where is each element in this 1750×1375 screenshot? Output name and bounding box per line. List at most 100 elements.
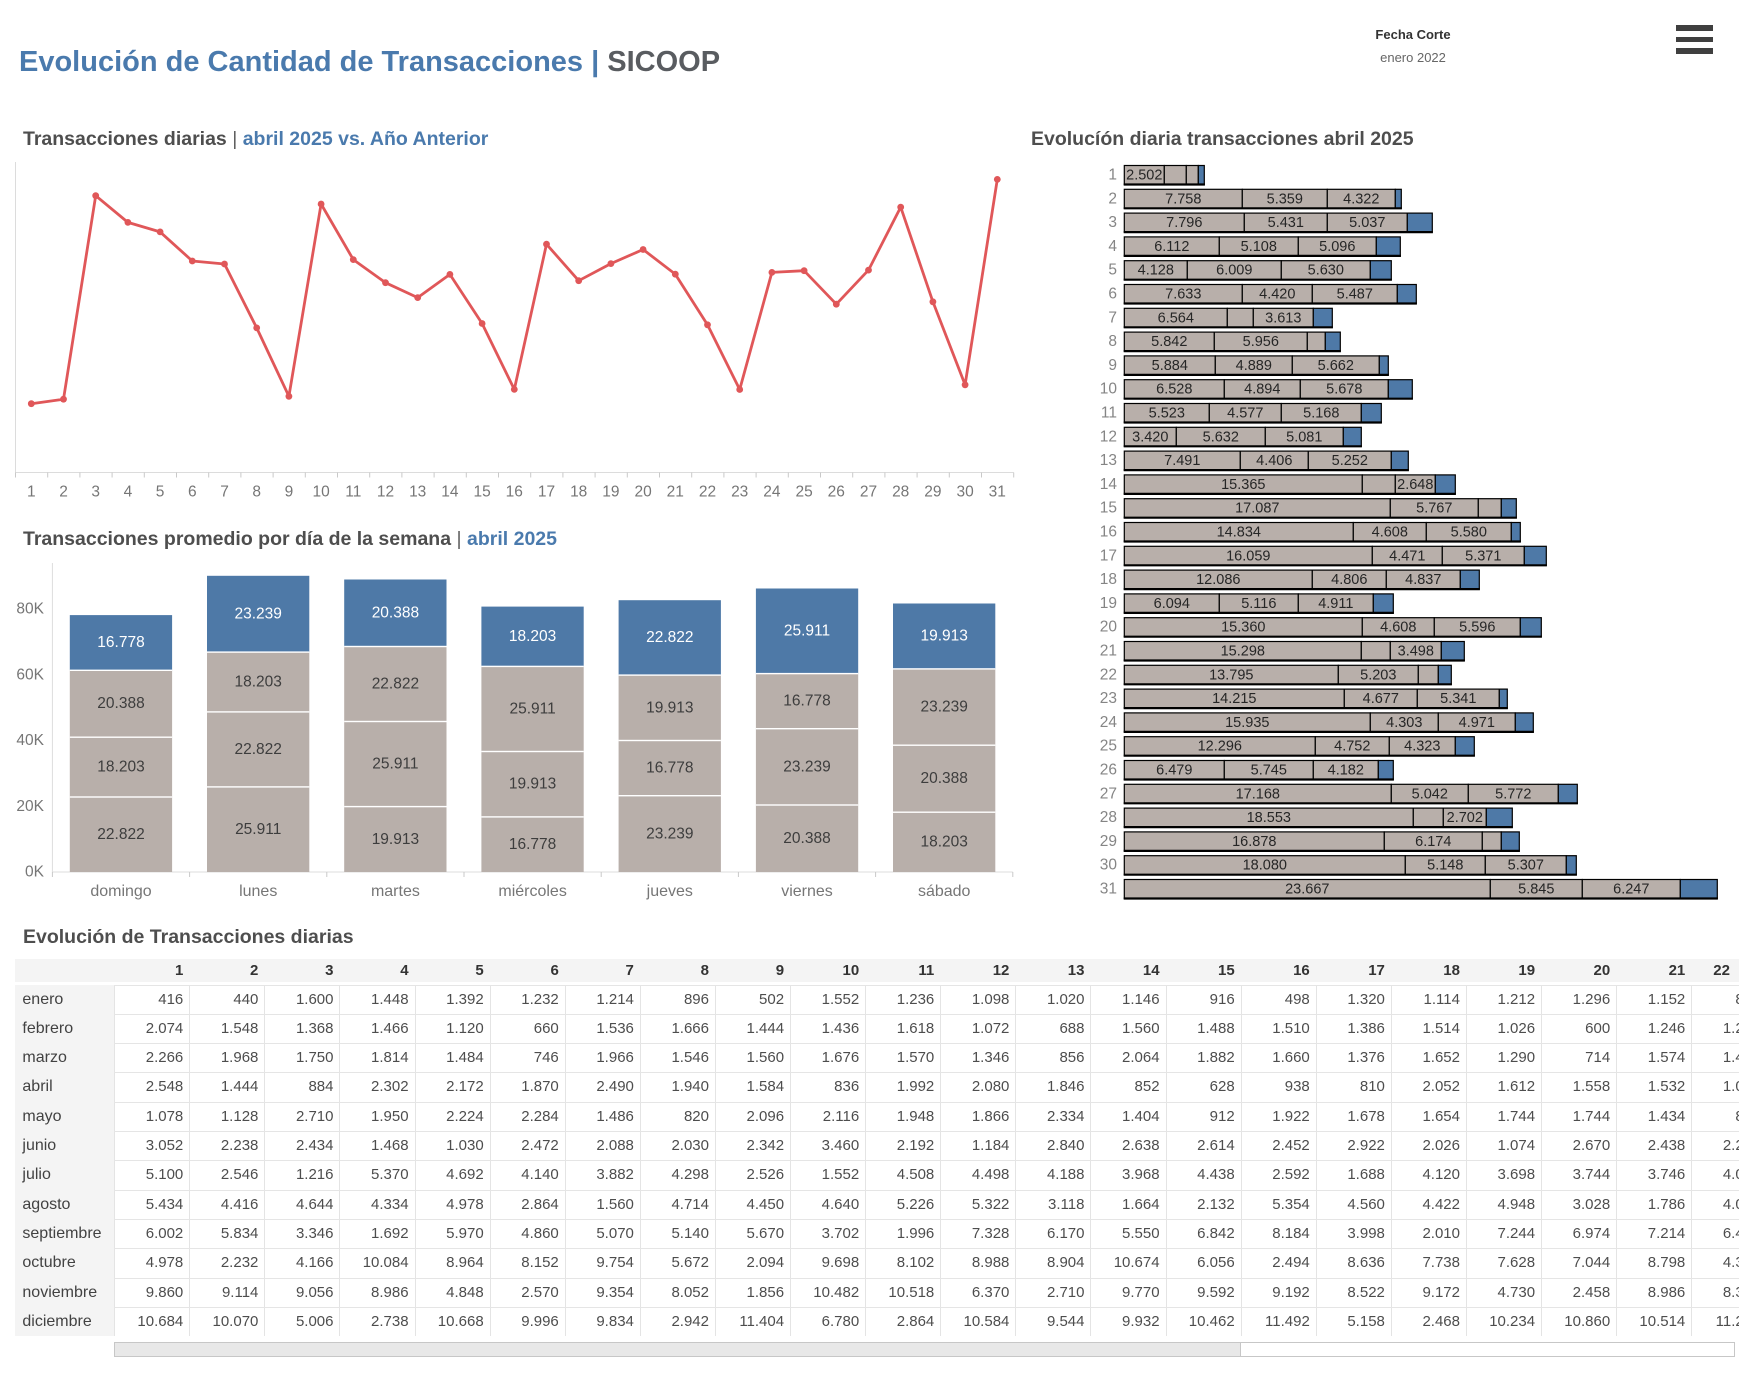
svg-text:5.371: 5.371 <box>1465 548 1501 564</box>
svg-text:22: 22 <box>699 484 716 501</box>
svg-text:5.767: 5.767 <box>1416 501 1452 517</box>
svg-text:3.613: 3.613 <box>1265 310 1301 326</box>
svg-text:16.778: 16.778 <box>509 836 556 853</box>
svg-text:23.239: 23.239 <box>646 825 693 842</box>
svg-text:4.608: 4.608 <box>1380 620 1416 636</box>
svg-text:6: 6 <box>188 484 197 501</box>
svg-text:5.580: 5.580 <box>1451 525 1487 541</box>
svg-text:2: 2 <box>59 484 68 501</box>
svg-text:18.203: 18.203 <box>234 674 281 691</box>
svg-text:6.112: 6.112 <box>1154 239 1189 255</box>
svg-text:20.388: 20.388 <box>372 605 419 622</box>
svg-text:4.677: 4.677 <box>1363 691 1399 707</box>
svg-text:28: 28 <box>1100 809 1117 826</box>
svg-text:31: 31 <box>1100 881 1117 898</box>
svg-text:18.203: 18.203 <box>97 759 144 776</box>
svg-text:17.168: 17.168 <box>1236 786 1280 802</box>
svg-text:10: 10 <box>1100 381 1118 398</box>
svg-text:40K: 40K <box>16 732 44 749</box>
svg-text:25: 25 <box>795 484 812 501</box>
svg-text:7: 7 <box>1108 309 1117 326</box>
svg-text:5.108: 5.108 <box>1241 239 1277 255</box>
svg-text:19.913: 19.913 <box>509 776 556 793</box>
svg-text:8: 8 <box>1108 333 1117 350</box>
svg-text:1: 1 <box>27 484 36 501</box>
svg-text:domingo: domingo <box>90 883 151 900</box>
svg-text:27: 27 <box>1100 785 1117 802</box>
svg-text:9: 9 <box>285 484 294 501</box>
svg-text:4.322: 4.322 <box>1343 191 1379 207</box>
svg-text:14.215: 14.215 <box>1212 691 1256 707</box>
svg-text:5.096: 5.096 <box>1319 239 1355 255</box>
svg-text:10: 10 <box>312 484 330 501</box>
svg-text:80K: 80K <box>16 601 44 618</box>
svg-text:4.128: 4.128 <box>1138 263 1174 279</box>
svg-text:18.553: 18.553 <box>1247 810 1291 826</box>
svg-text:6.247: 6.247 <box>1613 882 1649 898</box>
svg-text:4: 4 <box>124 484 133 501</box>
svg-text:24: 24 <box>1100 714 1118 731</box>
svg-text:5.845: 5.845 <box>1518 882 1554 898</box>
svg-text:2.502: 2.502 <box>1126 168 1162 184</box>
svg-text:20.388: 20.388 <box>783 830 830 847</box>
svg-text:4.608: 4.608 <box>1372 525 1408 541</box>
svg-text:17: 17 <box>538 484 555 501</box>
svg-text:15: 15 <box>1100 500 1117 517</box>
svg-text:miércoles: miércoles <box>498 883 566 900</box>
svg-text:4.971: 4.971 <box>1459 715 1495 731</box>
svg-text:16: 16 <box>1100 524 1117 541</box>
svg-text:4.894: 4.894 <box>1244 382 1280 398</box>
svg-text:5.772: 5.772 <box>1495 786 1531 802</box>
svg-text:20.388: 20.388 <box>97 695 144 712</box>
svg-text:5.307: 5.307 <box>1508 858 1544 874</box>
svg-text:4.911: 4.911 <box>1318 596 1353 612</box>
svg-text:20: 20 <box>1100 619 1118 636</box>
svg-text:27: 27 <box>860 484 877 501</box>
svg-text:sábado: sábado <box>918 883 971 900</box>
svg-text:6.528: 6.528 <box>1156 382 1192 398</box>
svg-text:4.406: 4.406 <box>1256 453 1292 469</box>
svg-text:29: 29 <box>1100 833 1117 850</box>
svg-text:15.365: 15.365 <box>1221 477 1265 493</box>
svg-text:7.796: 7.796 <box>1166 215 1202 231</box>
svg-text:60K: 60K <box>16 666 44 683</box>
svg-text:23: 23 <box>1100 690 1117 707</box>
svg-text:18.203: 18.203 <box>509 628 556 645</box>
svg-text:5: 5 <box>156 484 165 501</box>
svg-text:23.239: 23.239 <box>234 605 281 622</box>
svg-text:25.911: 25.911 <box>509 700 555 717</box>
svg-text:lunes: lunes <box>239 883 277 900</box>
svg-text:6: 6 <box>1108 286 1117 303</box>
svg-text:5.203: 5.203 <box>1360 667 1396 683</box>
svg-text:28: 28 <box>892 484 909 501</box>
svg-text:5.081: 5.081 <box>1286 429 1322 445</box>
svg-text:18.203: 18.203 <box>920 834 967 851</box>
svg-text:26: 26 <box>828 484 845 501</box>
svg-text:4.323: 4.323 <box>1404 739 1440 755</box>
svg-text:3.420: 3.420 <box>1132 429 1168 445</box>
svg-text:5.662: 5.662 <box>1318 358 1354 374</box>
svg-text:12.086: 12.086 <box>1196 572 1240 588</box>
svg-text:6.094: 6.094 <box>1154 596 1190 612</box>
svg-text:4.182: 4.182 <box>1328 763 1364 779</box>
svg-text:5.359: 5.359 <box>1267 191 1303 207</box>
svg-text:4.889: 4.889 <box>1236 358 1272 374</box>
svg-text:2.648: 2.648 <box>1397 477 1433 493</box>
svg-text:22: 22 <box>1100 666 1117 683</box>
svg-text:19: 19 <box>1100 595 1117 612</box>
svg-text:5.148: 5.148 <box>1427 858 1463 874</box>
svg-text:5.630: 5.630 <box>1308 263 1344 279</box>
svg-text:14.834: 14.834 <box>1217 525 1261 541</box>
svg-text:16: 16 <box>506 484 523 501</box>
svg-text:2.702: 2.702 <box>1447 810 1483 826</box>
svg-text:18: 18 <box>1100 571 1117 588</box>
svg-text:0K: 0K <box>25 864 45 881</box>
svg-text:11: 11 <box>345 484 361 501</box>
svg-text:25: 25 <box>1100 738 1117 755</box>
svg-text:17.087: 17.087 <box>1235 501 1279 517</box>
svg-text:17: 17 <box>1100 547 1117 564</box>
svg-text:19.913: 19.913 <box>372 831 419 848</box>
svg-text:6.009: 6.009 <box>1216 263 1252 279</box>
svg-text:5.037: 5.037 <box>1349 215 1385 231</box>
svg-text:15.360: 15.360 <box>1221 620 1265 636</box>
